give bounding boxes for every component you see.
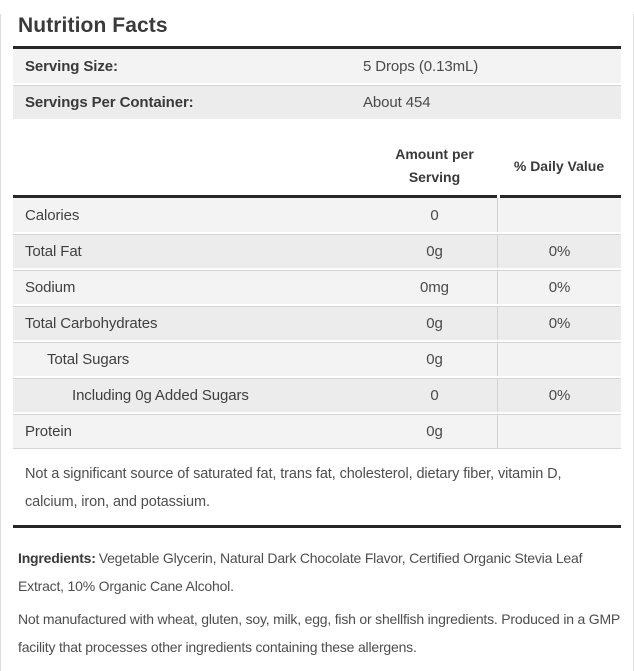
nutrition-table-header: Amount per Serving % Daily Value xyxy=(13,142,621,190)
row-label: Including 0g Added Sugars xyxy=(72,387,249,404)
table-row-total-sugars: Total Sugars 0g xyxy=(13,342,621,376)
nutrition-facts-title: Nutrition Facts xyxy=(18,14,168,37)
servings-per-container-value: About 454 xyxy=(363,94,431,111)
ingredients-text: Vegetable Glycerin, Natural Dark Chocola… xyxy=(18,550,583,594)
not-significant-source-footnote: Not a significant source of saturated fa… xyxy=(25,466,562,510)
servings-per-container-label: Servings Per Container: xyxy=(25,94,194,111)
column-header-daily-value: % Daily Value xyxy=(513,157,605,174)
header-rule-left-segment xyxy=(13,195,497,198)
serving-size-row: Serving Size: 5 Drops (0.13mL) xyxy=(13,49,621,83)
row-amount: 0 xyxy=(430,387,439,404)
header-rule-right-segment xyxy=(500,195,621,198)
bottom-divider-rule xyxy=(13,525,621,528)
row-daily-value xyxy=(497,343,621,376)
row-label: Total Sugars xyxy=(47,351,130,368)
allergen-note: Not manufactured with wheat, gluten, soy… xyxy=(18,611,620,655)
row-daily-value xyxy=(497,415,621,448)
ingredients-label: Ingredients: xyxy=(18,550,96,566)
servings-per-container-row: Servings Per Container: About 454 xyxy=(13,85,621,119)
table-row-protein: Protein 0g xyxy=(13,414,621,449)
table-row-sodium: Sodium 0mg 0% xyxy=(13,270,621,304)
serving-size-value: 5 Drops (0.13mL) xyxy=(363,57,479,75)
row-daily-value: 0% xyxy=(497,307,621,340)
row-daily-value: 0% xyxy=(497,379,621,412)
row-amount: 0g xyxy=(426,423,443,440)
row-amount: 0 xyxy=(430,206,439,224)
row-label: Total Carbohydrates xyxy=(25,315,158,332)
row-daily-value xyxy=(497,198,621,232)
row-amount: 0mg xyxy=(420,279,449,296)
row-label: Sodium xyxy=(25,279,76,296)
row-label: Total Fat xyxy=(25,243,82,260)
row-daily-value: 0% xyxy=(497,235,621,268)
top-divider-rule xyxy=(13,46,621,49)
row-amount: 0g xyxy=(426,243,443,260)
row-daily-value: 0% xyxy=(497,271,621,304)
serving-size-label: Serving Size: xyxy=(25,57,118,75)
table-row-total-carbohydrates: Total Carbohydrates 0g 0% xyxy=(13,306,621,340)
row-label: Calories xyxy=(25,206,80,224)
nutrition-table-body: Calories 0 Total Fat 0g 0% Sodium 0mg 0%… xyxy=(13,198,621,449)
ingredients-paragraph: Ingredients: Vegetable Glycerin, Natural … xyxy=(13,544,621,600)
row-label: Protein xyxy=(25,423,72,440)
column-header-amount-per-serving: Amount per Serving xyxy=(395,146,474,185)
row-amount: 0g xyxy=(426,351,443,368)
table-row-total-fat: Total Fat 0g 0% xyxy=(13,234,621,268)
serving-info-table: Serving Size: 5 Drops (0.13mL) Servings … xyxy=(13,49,621,119)
row-amount: 0g xyxy=(426,315,443,332)
table-header-rule xyxy=(13,195,621,198)
table-row-calories: Calories 0 xyxy=(13,198,621,232)
nutrition-facts-panel: Nutrition Facts Serving Size: 5 Drops (0… xyxy=(0,14,634,671)
table-row-added-sugars: Including 0g Added Sugars 0 0% xyxy=(13,378,621,412)
